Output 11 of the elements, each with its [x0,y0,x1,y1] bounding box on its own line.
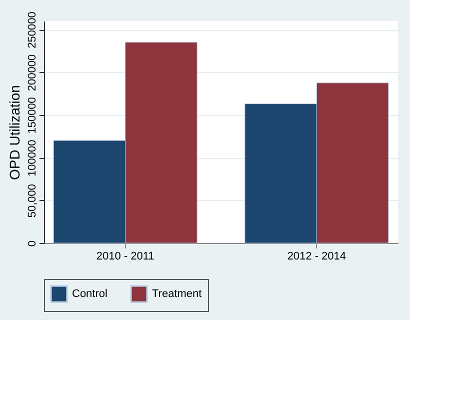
legend-label: Treatment [152,288,202,300]
y-tick-label: 150000 [26,97,38,134]
y-tick-label: 250000 [26,12,38,48]
y-tick-label: 200000 [26,54,38,92]
y-tick-label: 0 [26,240,38,247]
y-axis-title: OPD Utilization [6,85,22,180]
y-tick-label: 100000 [26,140,38,176]
y-tick-label: 50,000 [26,184,38,218]
x-tick-label: 2010 - 2011 [96,250,154,262]
legend-label: Control [72,288,108,300]
x-tick-label: 2012 - 2014 [287,250,346,262]
